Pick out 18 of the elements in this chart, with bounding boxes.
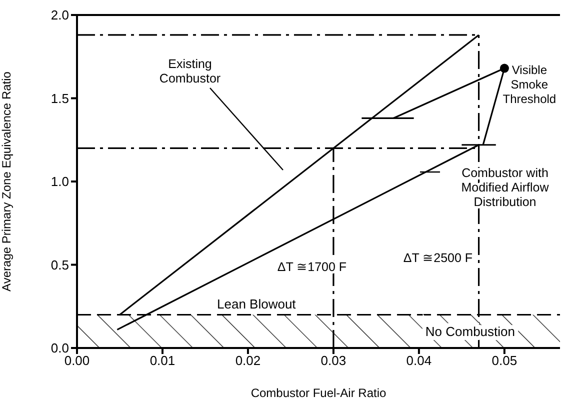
x-tick-label: 0.03	[320, 353, 346, 368]
annotation: Existing Combustor	[159, 57, 221, 86]
annotation: ΔT ≅1700 F	[277, 260, 347, 274]
ref-line-label: Lean Blowout	[217, 296, 296, 312]
x-tick-label: 0.04	[406, 353, 432, 368]
y-tick-label: 1.0	[50, 174, 69, 190]
annotation: ΔT ≅2500 F	[403, 251, 473, 265]
annotation: Visible Smoke Threshold	[502, 62, 556, 106]
x-tick-label: 0.02	[235, 353, 261, 368]
x-tick-label: 0.01	[150, 353, 176, 368]
y-tick-label: 0.5	[50, 257, 69, 272]
y-tick-label: 0.0	[50, 340, 69, 356]
y-axis-title: Average Primary Zone Equivalence Ratio	[0, 71, 14, 292]
x-tick-label: 0.05	[492, 353, 518, 368]
x-axis-title: Combustor Fuel-Air Ratio	[250, 386, 387, 400]
y-tick-label: 1.5	[50, 90, 69, 106]
y-tick-label: 2.0	[50, 8, 69, 23]
x-tick-label: 0.00	[64, 353, 90, 368]
